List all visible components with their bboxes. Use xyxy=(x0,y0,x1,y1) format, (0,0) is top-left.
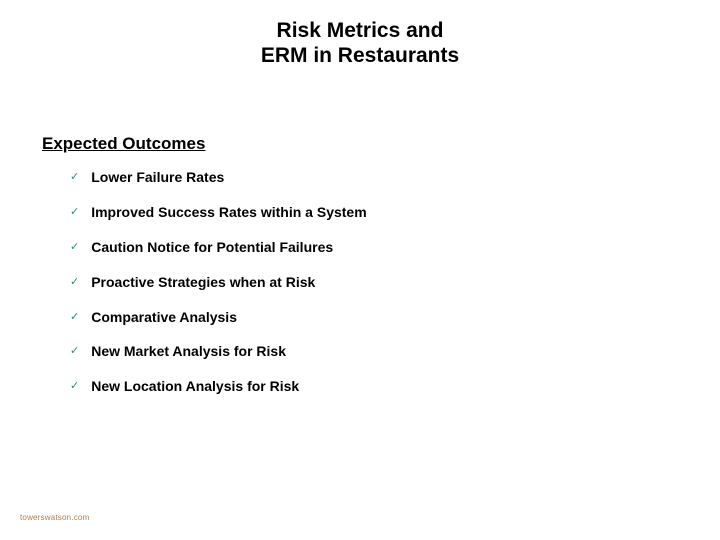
section-heading: Expected Outcomes xyxy=(42,134,205,154)
outcome-text: Lower Failure Rates xyxy=(91,168,224,187)
outcome-text: Caution Notice for Potential Failures xyxy=(91,238,333,257)
check-icon: ✓ xyxy=(70,203,79,221)
list-item: ✓ Lower Failure Rates xyxy=(70,168,367,187)
outcome-text: Comparative Analysis xyxy=(91,308,237,327)
list-item: ✓ Improved Success Rates within a System xyxy=(70,203,367,222)
check-icon: ✓ xyxy=(70,308,79,326)
list-item: ✓ New Market Analysis for Risk xyxy=(70,342,367,361)
list-item: ✓ New Location Analysis for Risk xyxy=(70,377,367,396)
list-item: ✓ Caution Notice for Potential Failures xyxy=(70,238,367,257)
list-item: ✓ Proactive Strategies when at Risk xyxy=(70,273,367,292)
outcome-text: New Market Analysis for Risk xyxy=(91,342,286,361)
check-icon: ✓ xyxy=(70,377,79,395)
outcome-text: Improved Success Rates within a System xyxy=(91,203,366,222)
slide: Risk Metrics and ERM in Restaurants Expe… xyxy=(0,0,720,540)
check-icon: ✓ xyxy=(70,273,79,291)
title-block: Risk Metrics and ERM in Restaurants xyxy=(0,18,720,68)
list-item: ✓ Comparative Analysis xyxy=(70,308,367,327)
outcome-text: Proactive Strategies when at Risk xyxy=(91,273,315,292)
outcomes-list: ✓ Lower Failure Rates ✓ Improved Success… xyxy=(70,168,367,412)
title-line-2: ERM in Restaurants xyxy=(261,44,459,67)
check-icon: ✓ xyxy=(70,238,79,256)
title-line-1: Risk Metrics and xyxy=(277,19,444,42)
check-icon: ✓ xyxy=(70,168,79,186)
check-icon: ✓ xyxy=(70,342,79,360)
outcome-text: New Location Analysis for Risk xyxy=(91,377,299,396)
footer-url: towerswatson.com xyxy=(20,513,89,522)
slide-title: Risk Metrics and ERM in Restaurants xyxy=(261,18,459,68)
